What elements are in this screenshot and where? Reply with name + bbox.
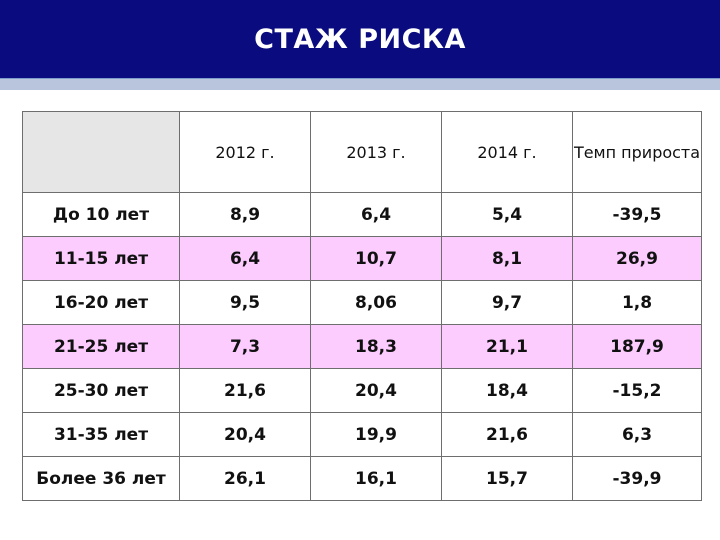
row-label: 31-35 лет [22, 412, 180, 457]
title-underline-stripe [0, 79, 720, 90]
cell-growth: 187,9 [572, 324, 702, 369]
page-title: СТАЖ РИСКА [254, 24, 466, 55]
table-row: 25-30 лет 21,6 20,4 18,4 -15,2 [22, 368, 702, 413]
table-header-row: 2012 г. 2013 г. 2014 г. Темп прироста [22, 111, 702, 193]
table-row: 31-35 лет 20,4 19,9 21,6 6,3 [22, 412, 702, 457]
cell-2012: 20,4 [179, 412, 311, 457]
cell-2014: 9,7 [441, 280, 573, 325]
cell-2012: 21,6 [179, 368, 311, 413]
table-row: 21-25 лет 7,3 18,3 21,1 187,9 [22, 324, 702, 369]
header-2012: 2012 г. [179, 111, 311, 193]
row-label: 11-15 лет [22, 236, 180, 281]
cell-2013: 10,7 [310, 236, 442, 281]
cell-2012: 7,3 [179, 324, 311, 369]
header-growth-rate: Темп прироста [572, 111, 702, 193]
cell-2013: 19,9 [310, 412, 442, 457]
cell-2012: 26,1 [179, 456, 311, 501]
table-row: 16-20 лет 9,5 8,06 9,7 1,8 [22, 280, 702, 325]
cell-2013: 16,1 [310, 456, 442, 501]
cell-growth: 26,9 [572, 236, 702, 281]
cell-2013: 18,3 [310, 324, 442, 369]
cell-2012: 9,5 [179, 280, 311, 325]
row-label: 25-30 лет [22, 368, 180, 413]
cell-2014: 15,7 [441, 456, 573, 501]
title-bar: СТАЖ РИСКА [0, 0, 720, 79]
cell-2014: 8,1 [441, 236, 573, 281]
cell-2013: 8,06 [310, 280, 442, 325]
cell-2014: 21,6 [441, 412, 573, 457]
cell-growth: 6,3 [572, 412, 702, 457]
cell-growth: 1,8 [572, 280, 702, 325]
cell-2013: 6,4 [310, 192, 442, 237]
cell-growth: -15,2 [572, 368, 702, 413]
header-2014: 2014 г. [441, 111, 573, 193]
cell-2012: 6,4 [179, 236, 311, 281]
row-label: 16-20 лет [22, 280, 180, 325]
table-row: Более 36 лет 26,1 16,1 15,7 -39,9 [22, 456, 702, 501]
cell-2014: 18,4 [441, 368, 573, 413]
table-row: 11-15 лет 6,4 10,7 8,1 26,9 [22, 236, 702, 281]
row-label: Более 36 лет [22, 456, 180, 501]
cell-growth: -39,5 [572, 192, 702, 237]
table-row: До 10 лет 8,9 6,4 5,4 -39,5 [22, 192, 702, 237]
cell-2014: 5,4 [441, 192, 573, 237]
cell-2013: 20,4 [310, 368, 442, 413]
header-2013: 2013 г. [310, 111, 442, 193]
row-label: 21-25 лет [22, 324, 180, 369]
cell-2014: 21,1 [441, 324, 573, 369]
cell-growth: -39,9 [572, 456, 702, 501]
row-label: До 10 лет [22, 192, 180, 237]
risk-experience-table: 2012 г. 2013 г. 2014 г. Темп прироста До… [22, 111, 702, 501]
cell-2012: 8,9 [179, 192, 311, 237]
header-corner-cell [22, 111, 180, 193]
